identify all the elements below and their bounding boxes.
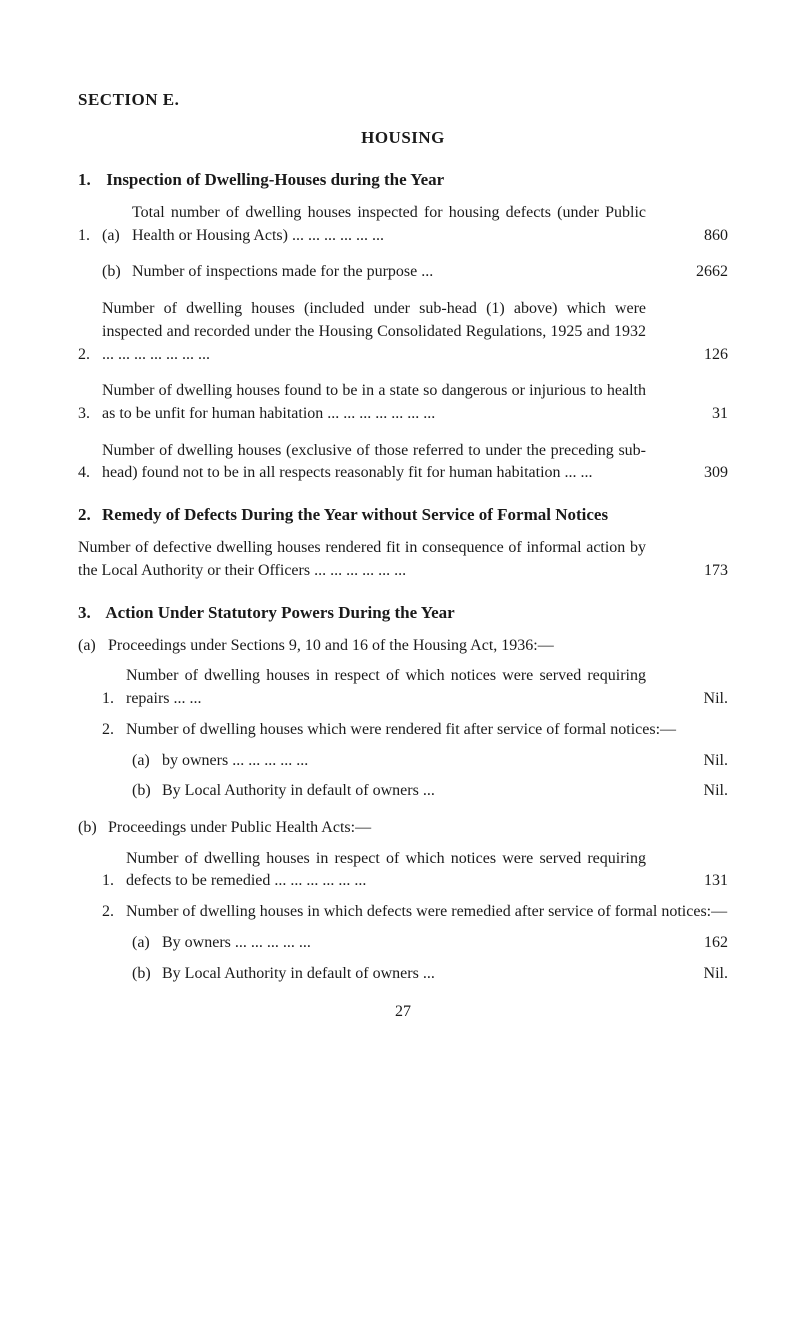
sub-marker: (a): [132, 750, 162, 773]
item-value: 2662: [646, 261, 728, 284]
item-text: Total number of dwelling houses inspecte…: [132, 202, 646, 247]
item-text: by owners ... ... ... ... ...: [162, 750, 646, 773]
heading-number: 3.: [78, 603, 102, 623]
item-value: 173: [646, 560, 728, 583]
page-title: HOUSING: [78, 128, 728, 148]
item-text: Number of dwelling houses in respect of …: [126, 665, 646, 710]
section-label: SECTION E.: [78, 90, 728, 110]
item-value: 131: [646, 870, 728, 893]
item-marker: 1.: [102, 870, 126, 893]
section-a-2b: (b) By Local Authority in default of own…: [78, 780, 728, 803]
document-page: SECTION E. HOUSING 1. Inspection of Dwel…: [0, 0, 800, 1322]
item-value: Nil.: [646, 780, 728, 803]
item-text: Number of dwelling houses which were ren…: [126, 719, 728, 742]
item-marker: 1.: [78, 225, 102, 248]
heading-3: 3. Action Under Statutory Powers During …: [78, 603, 728, 623]
item-text: Proceedings under Sections 9, 10 and 16 …: [108, 635, 728, 658]
section-b-lead: (b) Proceedings under Public Health Acts…: [78, 817, 728, 840]
heading-1: 1. Inspection of Dwelling-Houses during …: [78, 170, 728, 190]
item-value: 162: [646, 932, 728, 955]
item-value: Nil.: [646, 688, 728, 711]
item-marker: 2.: [78, 344, 102, 367]
section-a-1: 1. Number of dwelling houses in respect …: [78, 665, 728, 710]
item-text: By Local Authority in default of owners …: [162, 963, 646, 986]
item-text: Number of dwelling houses (exclusive of …: [102, 440, 646, 485]
page-number: 27: [78, 1003, 728, 1021]
section-a-2a: (a) by owners ... ... ... ... ... Nil.: [78, 750, 728, 773]
item-1b: (b) Number of inspections made for the p…: [78, 261, 728, 284]
item-value: 31: [646, 403, 728, 426]
sub-marker: (a): [102, 225, 132, 248]
item-2: 2. Number of dwelling houses (included u…: [78, 298, 728, 366]
section-b-2b: (b) By Local Authority in default of own…: [78, 963, 728, 986]
section-a-lead: (a) Proceedings under Sections 9, 10 and…: [78, 635, 728, 658]
item-3: 3. Number of dwelling houses found to be…: [78, 380, 728, 425]
heading-text: Inspection of Dwelling-Houses during the…: [106, 170, 444, 189]
sub-marker: (b): [132, 963, 162, 986]
heading-text: Action Under Statutory Powers During the…: [105, 603, 454, 622]
item-text: Number of dwelling houses in respect of …: [126, 848, 646, 893]
item-marker: 1.: [102, 688, 126, 711]
item-text: Number of dwelling houses in which defec…: [126, 901, 728, 924]
sub-marker: (a): [132, 932, 162, 955]
section-b-1: 1. Number of dwelling houses in respect …: [78, 848, 728, 893]
item-text: By owners ... ... ... ... ...: [162, 932, 646, 955]
sub-marker: (b): [102, 261, 132, 284]
item-text: Proceedings under Public Health Acts:—: [108, 817, 728, 840]
item-text: Number of dwelling houses found to be in…: [102, 380, 646, 425]
item-1a: 1. (a) Total number of dwelling houses i…: [78, 202, 728, 247]
heading-text: Remedy of Defects During the Year withou…: [102, 505, 728, 525]
section-a-2-lead: 2. Number of dwelling houses which were …: [78, 719, 728, 742]
item-text: By Local Authority in default of owners …: [162, 780, 646, 803]
item-marker: 4.: [78, 462, 102, 485]
heading-number: 1.: [78, 170, 102, 190]
item-text: Number of dwelling houses (included unde…: [102, 298, 646, 366]
item-value: Nil.: [646, 750, 728, 773]
heading-number: 2.: [78, 505, 102, 525]
item-text: Number of defective dwelling houses rend…: [78, 537, 646, 582]
item-value: Nil.: [646, 963, 728, 986]
remedy-entry: Number of defective dwelling houses rend…: [78, 537, 728, 582]
item-marker: 2.: [102, 719, 126, 742]
item-value: 126: [646, 344, 728, 367]
item-marker: 2.: [102, 901, 126, 924]
sub-marker: (b): [78, 817, 108, 840]
sub-marker: (b): [132, 780, 162, 803]
section-b-2-lead: 2. Number of dwelling houses in which de…: [78, 901, 728, 924]
sub-marker: (a): [78, 635, 108, 658]
item-4: 4. Number of dwelling houses (exclusive …: [78, 440, 728, 485]
section-b-2a: (a) By owners ... ... ... ... ... 162: [78, 932, 728, 955]
heading-2: 2. Remedy of Defects During the Year wit…: [78, 505, 728, 525]
item-value: 309: [646, 462, 728, 485]
item-text: Number of inspections made for the purpo…: [132, 261, 646, 284]
item-marker: 3.: [78, 403, 102, 426]
item-value: 860: [646, 225, 728, 248]
